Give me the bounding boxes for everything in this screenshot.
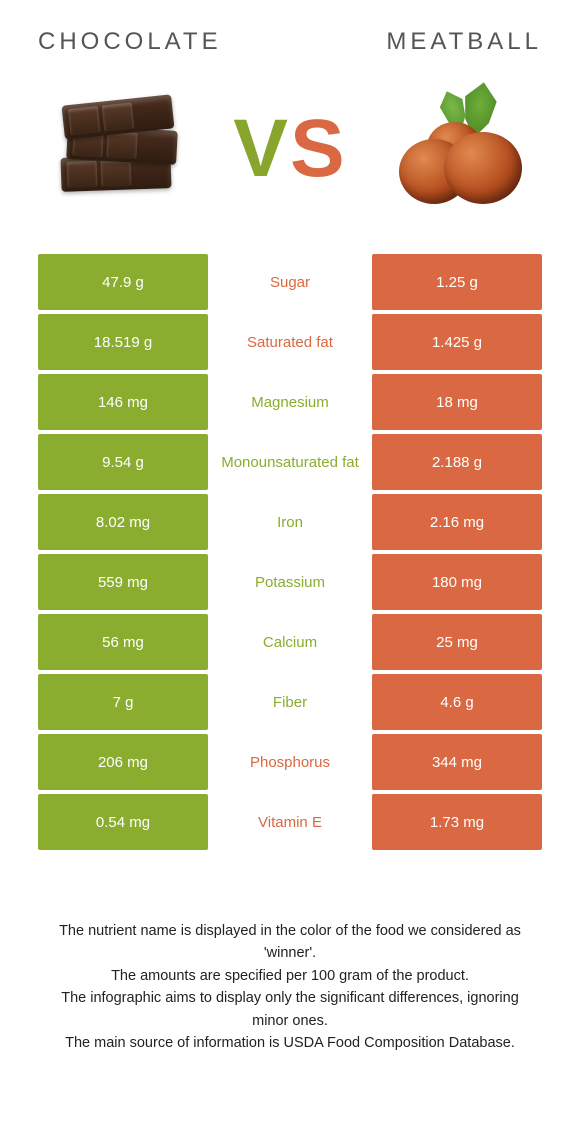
right-food-title: MEATBALL	[386, 28, 542, 56]
right-value-cell: 18 mg	[372, 374, 542, 430]
footnote-line: The infographic aims to display only the…	[44, 987, 536, 1032]
table-row: 8.02 mgIron2.16 mg	[38, 494, 542, 550]
left-food-title: CHOCOLATE	[38, 28, 222, 56]
table-row: 7 gFiber4.6 g	[38, 674, 542, 730]
nutrient-label: Monounsaturated fat	[208, 434, 372, 490]
images-row: VS	[38, 74, 542, 224]
table-row: 206 mgPhosphorus344 mg	[38, 734, 542, 790]
nutrient-label: Magnesium	[208, 374, 372, 430]
right-value-cell: 1.25 g	[372, 254, 542, 310]
right-value-cell: 1.73 mg	[372, 794, 542, 850]
nutrient-label: Vitamin E	[208, 794, 372, 850]
chocolate-icon	[46, 74, 196, 224]
table-row: 0.54 mgVitamin E1.73 mg	[38, 794, 542, 850]
nutrient-label: Iron	[208, 494, 372, 550]
nutrient-label: Sugar	[208, 254, 372, 310]
vs-label: VS	[233, 108, 346, 190]
footnotes: The nutrient name is displayed in the co…	[38, 920, 542, 1055]
left-value-cell: 146 mg	[38, 374, 208, 430]
left-value-cell: 8.02 mg	[38, 494, 208, 550]
nutrient-label: Saturated fat	[208, 314, 372, 370]
table-row: 146 mgMagnesium18 mg	[38, 374, 542, 430]
header-row: CHOCOLATE MEATBALL	[38, 28, 542, 56]
left-value-cell: 559 mg	[38, 554, 208, 610]
table-row: 47.9 gSugar1.25 g	[38, 254, 542, 310]
right-value-cell: 25 mg	[372, 614, 542, 670]
footnote-line: The nutrient name is displayed in the co…	[44, 920, 536, 965]
nutrient-label: Potassium	[208, 554, 372, 610]
footnote-line: The amounts are specified per 100 gram o…	[44, 965, 536, 987]
left-value-cell: 0.54 mg	[38, 794, 208, 850]
nutrient-label: Phosphorus	[208, 734, 372, 790]
nutrient-table: 47.9 gSugar1.25 g18.519 gSaturated fat1.…	[38, 254, 542, 850]
infographic-container: CHOCOLATE MEATBALL VS 47.9 gSugar1.25 g1…	[0, 0, 580, 1085]
left-value-cell: 18.519 g	[38, 314, 208, 370]
nutrient-label: Fiber	[208, 674, 372, 730]
table-row: 559 mgPotassium180 mg	[38, 554, 542, 610]
right-value-cell: 180 mg	[372, 554, 542, 610]
right-value-cell: 2.16 mg	[372, 494, 542, 550]
footnote-line: The main source of information is USDA F…	[44, 1032, 536, 1054]
left-value-cell: 206 mg	[38, 734, 208, 790]
vs-v-letter: V	[233, 103, 290, 194]
right-value-cell: 1.425 g	[372, 314, 542, 370]
table-row: 18.519 gSaturated fat1.425 g	[38, 314, 542, 370]
right-value-cell: 4.6 g	[372, 674, 542, 730]
vs-s-letter: S	[290, 103, 347, 194]
left-value-cell: 9.54 g	[38, 434, 208, 490]
right-value-cell: 2.188 g	[372, 434, 542, 490]
meatball-icon	[384, 74, 534, 224]
left-value-cell: 7 g	[38, 674, 208, 730]
nutrient-label: Calcium	[208, 614, 372, 670]
left-value-cell: 47.9 g	[38, 254, 208, 310]
left-value-cell: 56 mg	[38, 614, 208, 670]
right-value-cell: 344 mg	[372, 734, 542, 790]
table-row: 56 mgCalcium25 mg	[38, 614, 542, 670]
table-row: 9.54 gMonounsaturated fat2.188 g	[38, 434, 542, 490]
